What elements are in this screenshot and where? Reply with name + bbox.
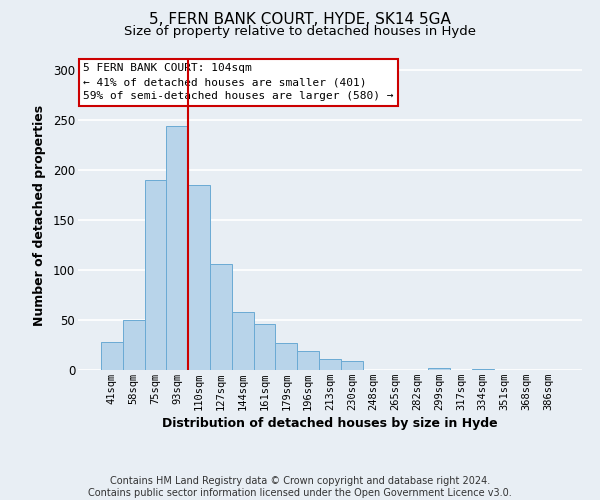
Bar bbox=[188, 185, 210, 370]
Bar bbox=[166, 126, 188, 370]
Bar bbox=[341, 361, 363, 370]
Text: Contains HM Land Registry data © Crown copyright and database right 2024.
Contai: Contains HM Land Registry data © Crown c… bbox=[88, 476, 512, 498]
Bar bbox=[472, 369, 494, 370]
Bar bbox=[101, 342, 123, 370]
Bar bbox=[210, 264, 232, 370]
Bar bbox=[145, 180, 166, 370]
Bar bbox=[319, 359, 341, 370]
Y-axis label: Number of detached properties: Number of detached properties bbox=[33, 104, 46, 326]
Text: 5 FERN BANK COURT: 104sqm
← 41% of detached houses are smaller (401)
59% of semi: 5 FERN BANK COURT: 104sqm ← 41% of detac… bbox=[83, 63, 394, 101]
Text: 5, FERN BANK COURT, HYDE, SK14 5GA: 5, FERN BANK COURT, HYDE, SK14 5GA bbox=[149, 12, 451, 28]
Bar bbox=[275, 343, 297, 370]
Text: Size of property relative to detached houses in Hyde: Size of property relative to detached ho… bbox=[124, 25, 476, 38]
Bar bbox=[123, 320, 145, 370]
Bar bbox=[297, 351, 319, 370]
X-axis label: Distribution of detached houses by size in Hyde: Distribution of detached houses by size … bbox=[162, 417, 498, 430]
Bar bbox=[428, 368, 450, 370]
Bar bbox=[232, 312, 254, 370]
Bar bbox=[254, 324, 275, 370]
